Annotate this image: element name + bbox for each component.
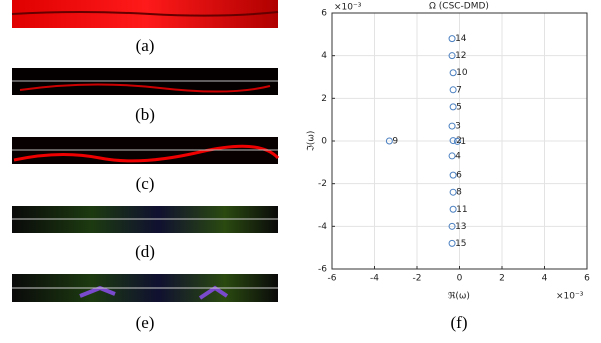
point-label: 2 bbox=[456, 136, 462, 146]
caption: (f) bbox=[451, 313, 468, 332]
x-tick-label: 2 bbox=[499, 274, 505, 284]
point-label: 3 bbox=[455, 122, 461, 132]
point-label: 10 bbox=[456, 68, 468, 78]
x-tick-label: -2 bbox=[413, 274, 422, 284]
y-tick-label: 2 bbox=[321, 94, 327, 104]
caption: (d) bbox=[135, 242, 155, 261]
caption: (b) bbox=[135, 105, 155, 124]
chart-title: Ω (CSC-DMD) bbox=[429, 2, 489, 12]
x-tick-label: -4 bbox=[370, 274, 379, 284]
x-tick-label: 4 bbox=[542, 274, 548, 284]
x-axis-label: ℜ(ω) bbox=[448, 292, 470, 302]
x-exponent: ×10⁻³ bbox=[556, 292, 584, 302]
point-label: 5 bbox=[456, 102, 462, 112]
y-tick-label: -4 bbox=[318, 222, 327, 232]
y-tick-label: -2 bbox=[318, 179, 327, 189]
point-label: 12 bbox=[455, 51, 466, 61]
y-tick-label: 0 bbox=[321, 137, 327, 147]
point-label: 9 bbox=[392, 137, 398, 147]
point-label: 8 bbox=[456, 188, 462, 198]
caption: (a) bbox=[136, 36, 155, 55]
point-label: 11 bbox=[456, 205, 467, 215]
point-label: 15 bbox=[455, 239, 466, 249]
x-tick-label: 6 bbox=[584, 274, 590, 284]
point-label: 7 bbox=[456, 85, 462, 95]
y-axis-label: ℑ(ω) bbox=[307, 131, 317, 152]
point-label: 6 bbox=[456, 171, 462, 181]
figure: (a) (b) (c) (d) (e) (f) Ω (CSC-DMD) ×10⁻… bbox=[0, 0, 601, 343]
y-tick-label: -6 bbox=[318, 265, 327, 275]
caption: (c) bbox=[136, 174, 155, 193]
x-tick-label: -6 bbox=[328, 274, 337, 284]
caption: (e) bbox=[136, 313, 155, 332]
y-exponent: ×10⁻³ bbox=[334, 3, 362, 13]
y-tick-label: 4 bbox=[321, 51, 327, 61]
y-tick-label: 6 bbox=[321, 9, 327, 19]
point-label: 4 bbox=[455, 151, 461, 161]
x-tick-label: 0 bbox=[457, 274, 463, 284]
point-label: 13 bbox=[455, 222, 466, 232]
point-label: 14 bbox=[455, 34, 467, 44]
